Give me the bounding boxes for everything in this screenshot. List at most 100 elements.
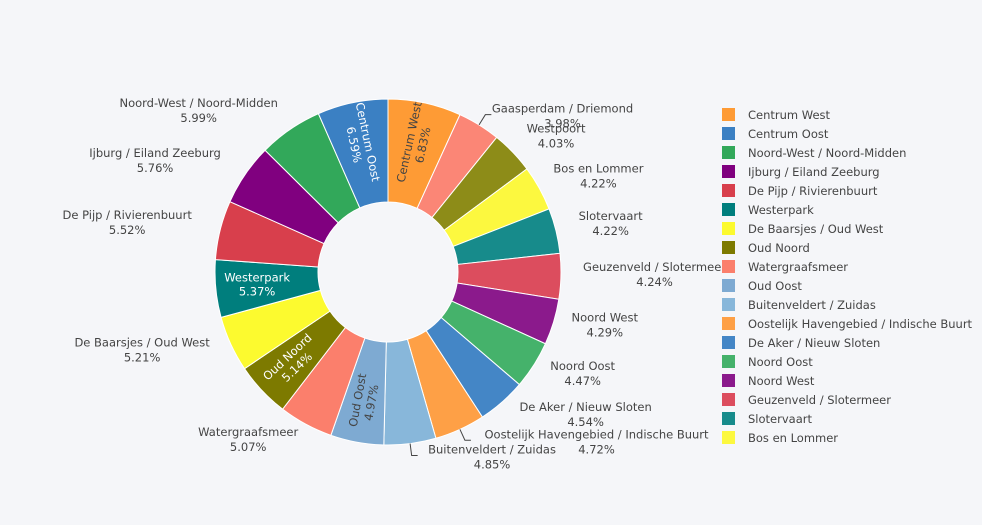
- legend-item-de-pijp-rivierenbuurt[interactable]: De Pijp / Rivierenbuurt: [722, 184, 878, 198]
- outside-label-value: 4.54%: [567, 415, 604, 429]
- legend: Centrum West Centrum Oost Noord-West / Noo…: [722, 108, 973, 445]
- legend-swatch: [722, 317, 735, 330]
- outside-label-name: Ijburg / Eiland Zeeburg: [89, 146, 221, 160]
- legend-label: Bos en Lommer: [748, 431, 838, 445]
- outside-label-value: 4.03%: [538, 136, 575, 150]
- legend-item-geuzenveld-slotermeer[interactable]: Geuzenveld / Slotermeer: [722, 393, 891, 407]
- outside-label-value: 4.22%: [580, 176, 617, 190]
- legend-item-westerpark[interactable]: Westerpark: [722, 203, 814, 217]
- slices-group: [214, 98, 562, 446]
- outside-label-name: De Pijp / Rivierenbuurt: [62, 208, 192, 222]
- legend-item-oostelijk-havengebied-indische-buurt[interactable]: Oostelijk Havengebied / Indische Buurt: [722, 317, 973, 331]
- legend-item-de-baarsjes-oud-west[interactable]: De Baarsjes / Oud West: [722, 222, 884, 236]
- legend-item-slotervaart[interactable]: Slotervaart: [722, 412, 812, 426]
- legend-label: Geuzenveld / Slotermeer: [748, 393, 891, 407]
- legend-item-centrum-west[interactable]: Centrum West: [722, 108, 831, 122]
- legend-label: De Aker / Nieuw Sloten: [748, 336, 880, 350]
- legend-item-centrum-oost[interactable]: Centrum Oost: [722, 127, 829, 141]
- inside-label-name: Westerpark: [224, 271, 290, 285]
- legend-swatch: [722, 108, 735, 121]
- legend-item-watergraafsmeer[interactable]: Watergraafsmeer: [722, 260, 848, 274]
- legend-label: Oud Noord: [748, 241, 810, 255]
- legend-item-noord-oost[interactable]: Noord Oost: [722, 355, 813, 369]
- legend-label: Centrum Oost: [748, 127, 829, 141]
- outside-label-gaasperdam-driemond: Gaasperdam / Driemond 3.98%: [492, 102, 633, 131]
- legend-label: Buitenveldert / Zuidas: [748, 298, 876, 312]
- outside-label-oostelijk-havengebied-indische-buurt: Oostelijk Havengebied / Indische Buurt 4.…: [484, 427, 709, 456]
- legend-swatch: [722, 279, 735, 292]
- outside-label-name: De Baarsjes / Oud West: [74, 335, 210, 349]
- outside-label-value: 4.47%: [564, 374, 601, 388]
- outside-label-name: Gaasperdam / Driemond: [492, 102, 633, 116]
- outside-label-value: 4.22%: [592, 224, 629, 238]
- legend-swatch: [722, 431, 735, 444]
- legend-label: Slotervaart: [748, 412, 812, 426]
- outside-label-de-aker-nieuw-sloten: De Aker / Nieuw Sloten 4.54%: [519, 400, 651, 429]
- legend-item-buitenveldert-zuidas[interactable]: Buitenveldert / Zuidas: [722, 298, 876, 312]
- legend-swatch: [722, 146, 735, 159]
- outside-label-noord-west-noord-midden: Noord-West / Noord-Midden 5.99%: [119, 96, 277, 125]
- outside-label-de-pijp-rivierenbuurt: De Pijp / Rivierenbuurt 5.52%: [62, 208, 192, 237]
- legend-swatch: [722, 165, 735, 178]
- outside-label-name: Geuzenveld / Slotermeer: [583, 260, 726, 274]
- legend-item-oud-noord[interactable]: Oud Noord: [722, 241, 810, 255]
- outside-label-value: 5.99%: [180, 111, 217, 125]
- legend-label: De Pijp / Rivierenbuurt: [748, 184, 878, 198]
- outside-label-name: Westpoort: [527, 121, 586, 135]
- outside-label-name: Slotervaart: [579, 209, 643, 223]
- legend-swatch: [722, 260, 735, 273]
- legend-item-bos-en-lommer[interactable]: Bos en Lommer: [722, 431, 838, 445]
- outside-label-watergraafsmeer: Watergraafsmeer 5.07%: [198, 425, 298, 454]
- legend-swatch: [722, 184, 735, 197]
- outside-label-name: Noord Oost: [550, 359, 615, 373]
- inside-label-value: 4.97%: [361, 383, 381, 422]
- outside-label-westpoort: Westpoort 4.03%: [527, 121, 586, 150]
- legend-label: Oostelijk Havengebied / Indische Buurt: [748, 317, 973, 331]
- outside-label-value: 5.21%: [124, 350, 161, 364]
- inside-label-value: 5.37%: [239, 285, 276, 299]
- outside-label-name: Oostelijk Havengebied / Indische Buurt: [484, 427, 709, 441]
- legend-item-noord-west-noord-midden[interactable]: Noord-West / Noord-Midden: [722, 146, 906, 160]
- outside-label-name: De Aker / Nieuw Sloten: [519, 400, 651, 414]
- legend-swatch: [722, 222, 735, 235]
- legend-item-noord-west[interactable]: Noord West: [722, 374, 815, 388]
- outside-label-name: Noord-West / Noord-Midden: [119, 96, 277, 110]
- outside-label-name: Bos en Lommer: [553, 161, 643, 175]
- legend-swatch: [722, 241, 735, 254]
- legend-label: Centrum West: [748, 108, 831, 122]
- outside-label-value: 5.76%: [137, 161, 174, 175]
- label-connector: [459, 429, 471, 441]
- outside-label-slotervaart: Slotervaart 4.22%: [579, 209, 643, 238]
- legend-item-de-aker-nieuw-sloten[interactable]: De Aker / Nieuw Sloten: [722, 336, 880, 350]
- outside-label-value: 5.07%: [230, 440, 267, 454]
- outside-label-geuzenveld-slotermeer: Geuzenveld / Slotermeer 4.24%: [583, 260, 726, 289]
- outside-label-ijburg-eiland-zeeburg: Ijburg / Eiland Zeeburg 5.76%: [89, 146, 221, 175]
- outside-label-bos-en-lommer: Bos en Lommer 4.22%: [553, 161, 643, 190]
- legend-label: De Baarsjes / Oud West: [748, 222, 884, 236]
- outside-label-value: 3.98%: [544, 117, 581, 131]
- legend-swatch: [722, 393, 735, 406]
- outside-label-noord-oost: Noord Oost 4.47%: [550, 359, 615, 388]
- legend-label: Ijburg / Eiland Zeeburg: [748, 165, 880, 179]
- legend-item-ijburg-eiland-zeeburg[interactable]: Ijburg / Eiland Zeeburg: [722, 165, 880, 179]
- outside-label-buitenveldert-zuidas: Buitenveldert / Zuidas 4.85%: [428, 442, 556, 471]
- legend-swatch: [722, 336, 735, 349]
- slice-centrum-oost[interactable]: [317, 98, 389, 209]
- outside-label-name: Buitenveldert / Zuidas: [428, 442, 556, 456]
- legend-label: Oud Oost: [748, 279, 802, 293]
- outside-label-value: 5.52%: [109, 223, 146, 237]
- outside-label-noord-west: Noord West 4.29%: [572, 311, 639, 340]
- outside-label-name: Watergraafsmeer: [198, 425, 298, 439]
- legend-label: Noord Oost: [748, 355, 813, 369]
- legend-item-oud-oost[interactable]: Oud Oost: [722, 279, 802, 293]
- legend-swatch: [722, 298, 735, 311]
- outside-label-name: Noord West: [572, 311, 639, 325]
- label-connector: [478, 114, 492, 126]
- legend-swatch: [722, 203, 735, 216]
- outside-label-value: 4.29%: [587, 326, 624, 340]
- legend-label: Watergraafsmeer: [748, 260, 848, 274]
- inside-label: Westerpark 5.37%: [224, 271, 290, 299]
- outside-label-value: 4.85%: [474, 457, 511, 471]
- legend-label: Noord-West / Noord-Midden: [748, 146, 906, 160]
